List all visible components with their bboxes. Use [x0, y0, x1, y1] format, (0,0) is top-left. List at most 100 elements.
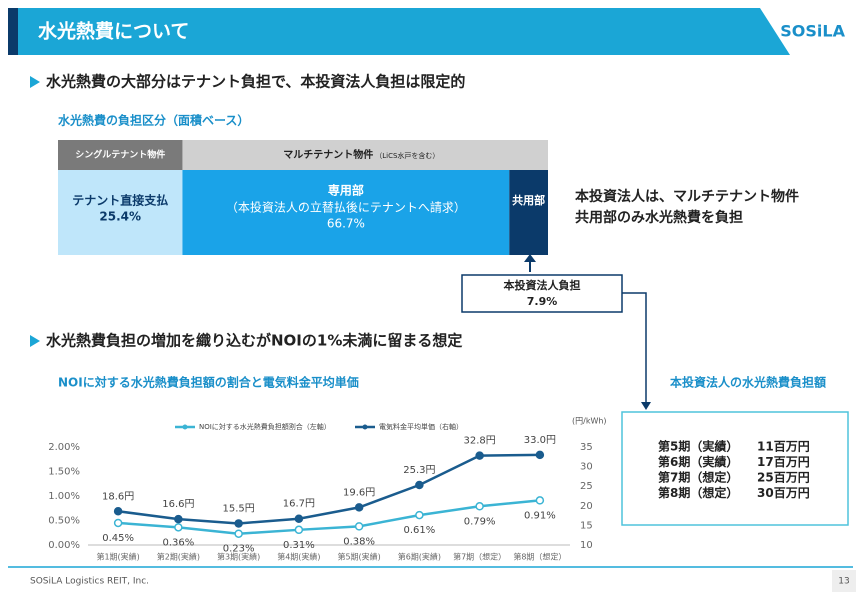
segment-value: 66.7% — [327, 217, 365, 231]
y2-tick-label: 10 — [580, 540, 593, 551]
subheading: 水光熱費の負担区分（面積ベース） — [58, 113, 249, 128]
table-cell: 30百万円 — [757, 486, 810, 500]
legend-label: NOIに対する水光熱費負担額割合（左軸） — [199, 422, 331, 431]
connector — [622, 292, 647, 405]
group-name: マルチテナント物件 — [283, 148, 373, 161]
point — [535, 496, 545, 505]
footer-company: SOSiLA Logistics REIT, Inc. — [30, 577, 149, 587]
point — [475, 502, 484, 511]
chart: 0.00% 0.50% 1.00% 1.50% 2.00% 10 15 20 25 30 35 (円/… — [48, 417, 606, 562]
connector-head — [641, 402, 651, 410]
segment-value: 25.4% — [99, 210, 141, 224]
group-header — [58, 140, 183, 170]
segment-name: 共用部 — [512, 193, 545, 207]
value-label: 33.0円 — [524, 435, 556, 446]
value-label: 32.8円 — [463, 436, 495, 447]
point — [294, 525, 304, 535]
bar-segment — [58, 170, 183, 255]
heading: 水光熱費の大部分はテナント負担で、本投資法人負担は限定的 — [46, 73, 465, 91]
y-tick-label: 0.00% — [48, 540, 80, 551]
value-label: 0.61% — [403, 525, 435, 536]
x-tick-label: 第2期(実績) — [157, 552, 200, 562]
x-tick-label: 第8期（想定） — [513, 552, 566, 562]
point — [234, 529, 243, 538]
point — [174, 523, 183, 532]
y-tick-label: 0.50% — [48, 516, 80, 527]
table-cell: 第6期（実績） — [658, 454, 738, 469]
x-tick-label: 第5期(実績) — [337, 552, 380, 562]
value-label: 16.7円 — [283, 499, 315, 510]
point — [475, 451, 484, 460]
callout-value: 7.9% — [527, 295, 558, 308]
line — [118, 499, 540, 535]
table-cell: 第7期（想定） — [658, 470, 738, 485]
value-label: 19.6円 — [343, 487, 375, 498]
bar-segment — [509, 170, 548, 255]
point — [354, 503, 364, 512]
table-cell: 第8期（想定） — [658, 485, 738, 500]
value-label: 0.36% — [162, 537, 194, 548]
group-header — [182, 140, 548, 170]
y-tick-label: 1.50% — [48, 467, 80, 478]
value-label: 0.79% — [464, 516, 496, 527]
x-tick-label: 第6期(実績) — [398, 552, 441, 562]
value-label: 15.5円 — [222, 503, 254, 514]
note: 本投資法人は、マルチテナント物件 — [575, 188, 799, 205]
table-cell: 25百万円 — [757, 471, 810, 485]
x-tick-label: 第1期(実績) — [96, 552, 139, 562]
table-cell: 11百万円 — [757, 440, 810, 454]
point — [415, 510, 424, 520]
y-tick-label: 2.00% — [48, 442, 80, 453]
x-tick-label: 第3期(実績) — [217, 552, 260, 562]
point — [113, 518, 123, 528]
value-label: 18.6円 — [102, 491, 134, 502]
y2-tick-label: 20 — [580, 501, 593, 512]
table-box — [621, 411, 849, 526]
y2-tick-label: 15 — [580, 520, 593, 531]
page-box — [832, 570, 856, 592]
y2-tick-label: 35 — [580, 442, 593, 453]
bar-segment — [182, 170, 510, 255]
value-label: 0.31% — [283, 540, 315, 551]
title-tab — [8, 8, 18, 55]
point — [294, 514, 304, 523]
callout-title: 本投資法人負担 — [504, 278, 581, 292]
logo: SOSiLA — [780, 22, 845, 41]
value-label: 25.3円 — [403, 465, 435, 476]
y2-tick-label: 30 — [580, 462, 593, 473]
value-label: 0.23% — [223, 544, 255, 555]
point — [415, 480, 424, 490]
title-bar — [8, 8, 790, 55]
bullet — [30, 76, 40, 88]
legend-swatch — [362, 424, 368, 430]
segment-name: テナント直接支払 — [72, 193, 168, 208]
x-tick-label: 第4期(実績) — [277, 552, 320, 562]
point — [113, 507, 123, 516]
chart-title: NOIに対する水光熱費負担額の割合と電気料金平均単価 — [58, 375, 359, 390]
table-cell: 17百万円 — [757, 455, 810, 469]
y-tick-label: 1.00% — [48, 491, 80, 502]
arrow-head — [524, 254, 536, 262]
segment-name: 専用部 — [328, 183, 364, 198]
table-cell: 第5期（実績） — [658, 439, 738, 454]
value-label: 0.91% — [524, 510, 556, 521]
group-name: シングルテナント物件 — [75, 149, 165, 161]
page-title: 水光熱費について — [38, 20, 189, 43]
segment-note: （本投資法人の立替払後にテナントへ請求） — [226, 200, 466, 215]
line — [117, 453, 540, 525]
page-number: 13 — [838, 577, 849, 587]
table-title: 本投資法人の水光熱費負担額 — [670, 375, 826, 390]
y2-tick-label: 25 — [580, 481, 593, 492]
group-note: （LiCS水戸を含む） — [375, 151, 439, 160]
note: 共用部のみ水光熱費を負担 — [575, 209, 743, 226]
heading: 水光熱費負担の増加を織り込むがNOIの1%未満に留まる想定 — [46, 332, 462, 350]
value-label: 16.6円 — [162, 499, 194, 510]
breakdown-bar: テナント直接支払 25.4% 専用部 （本投資法人の立替払後にテナントへ請求） 66.7… — [58, 140, 548, 255]
point — [174, 514, 183, 524]
legend-swatch — [182, 424, 188, 430]
point — [535, 450, 545, 460]
y2-axis-label: (円/kWh) — [572, 417, 607, 426]
bullet — [30, 335, 40, 347]
